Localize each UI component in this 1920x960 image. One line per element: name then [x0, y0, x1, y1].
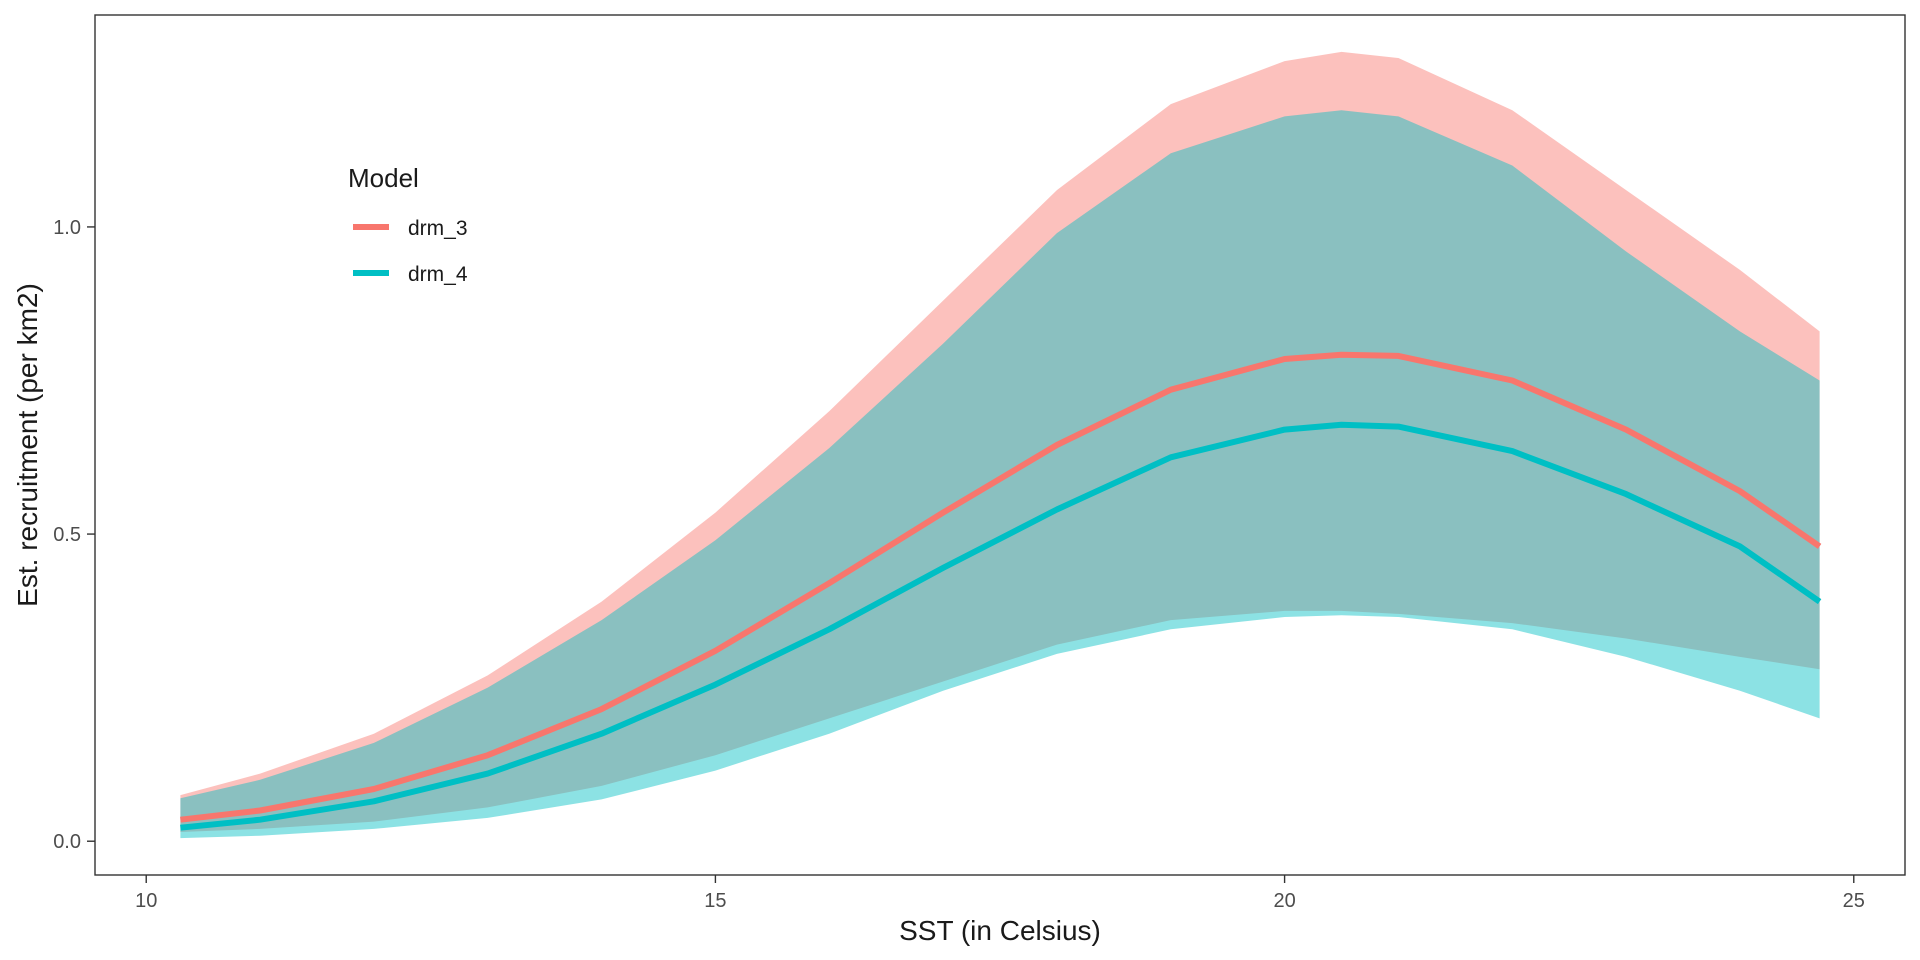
y-axis-title: Est. recruitment (per km2) [12, 283, 43, 607]
plot-panel-border [94, 14, 1906, 876]
legend-title: Model [348, 163, 419, 193]
x-axis-title: SST (in Celsius) [899, 915, 1101, 946]
y-tick-label: 0.0 [53, 831, 81, 853]
ribbon-drm_4 [180, 110, 1820, 839]
x-axis: 10 15 20 25 [135, 875, 1865, 912]
legend: Model drm_3 drm_4 [335, 150, 490, 310]
x-tick-label: 10 [135, 890, 157, 912]
y-tick-label: 1.0 [53, 217, 81, 239]
x-tick-label: 15 [704, 890, 726, 912]
line-drm_3 [180, 351, 1822, 823]
ribbon-drm_3 [180, 51, 1820, 832]
confidence-ribbons [180, 51, 1820, 839]
x-tick-label: 20 [1273, 890, 1295, 912]
line-drm_4 [180, 421, 1822, 831]
legend-label-drm_4: drm_4 [408, 263, 468, 286]
x-tick-label: 25 [1843, 890, 1865, 912]
legend-label-drm_3: drm_3 [408, 217, 468, 240]
series-lines [180, 351, 1822, 831]
y-axis: 0.0 0.5 1.0 [53, 217, 95, 853]
y-tick-label: 0.5 [53, 524, 81, 546]
